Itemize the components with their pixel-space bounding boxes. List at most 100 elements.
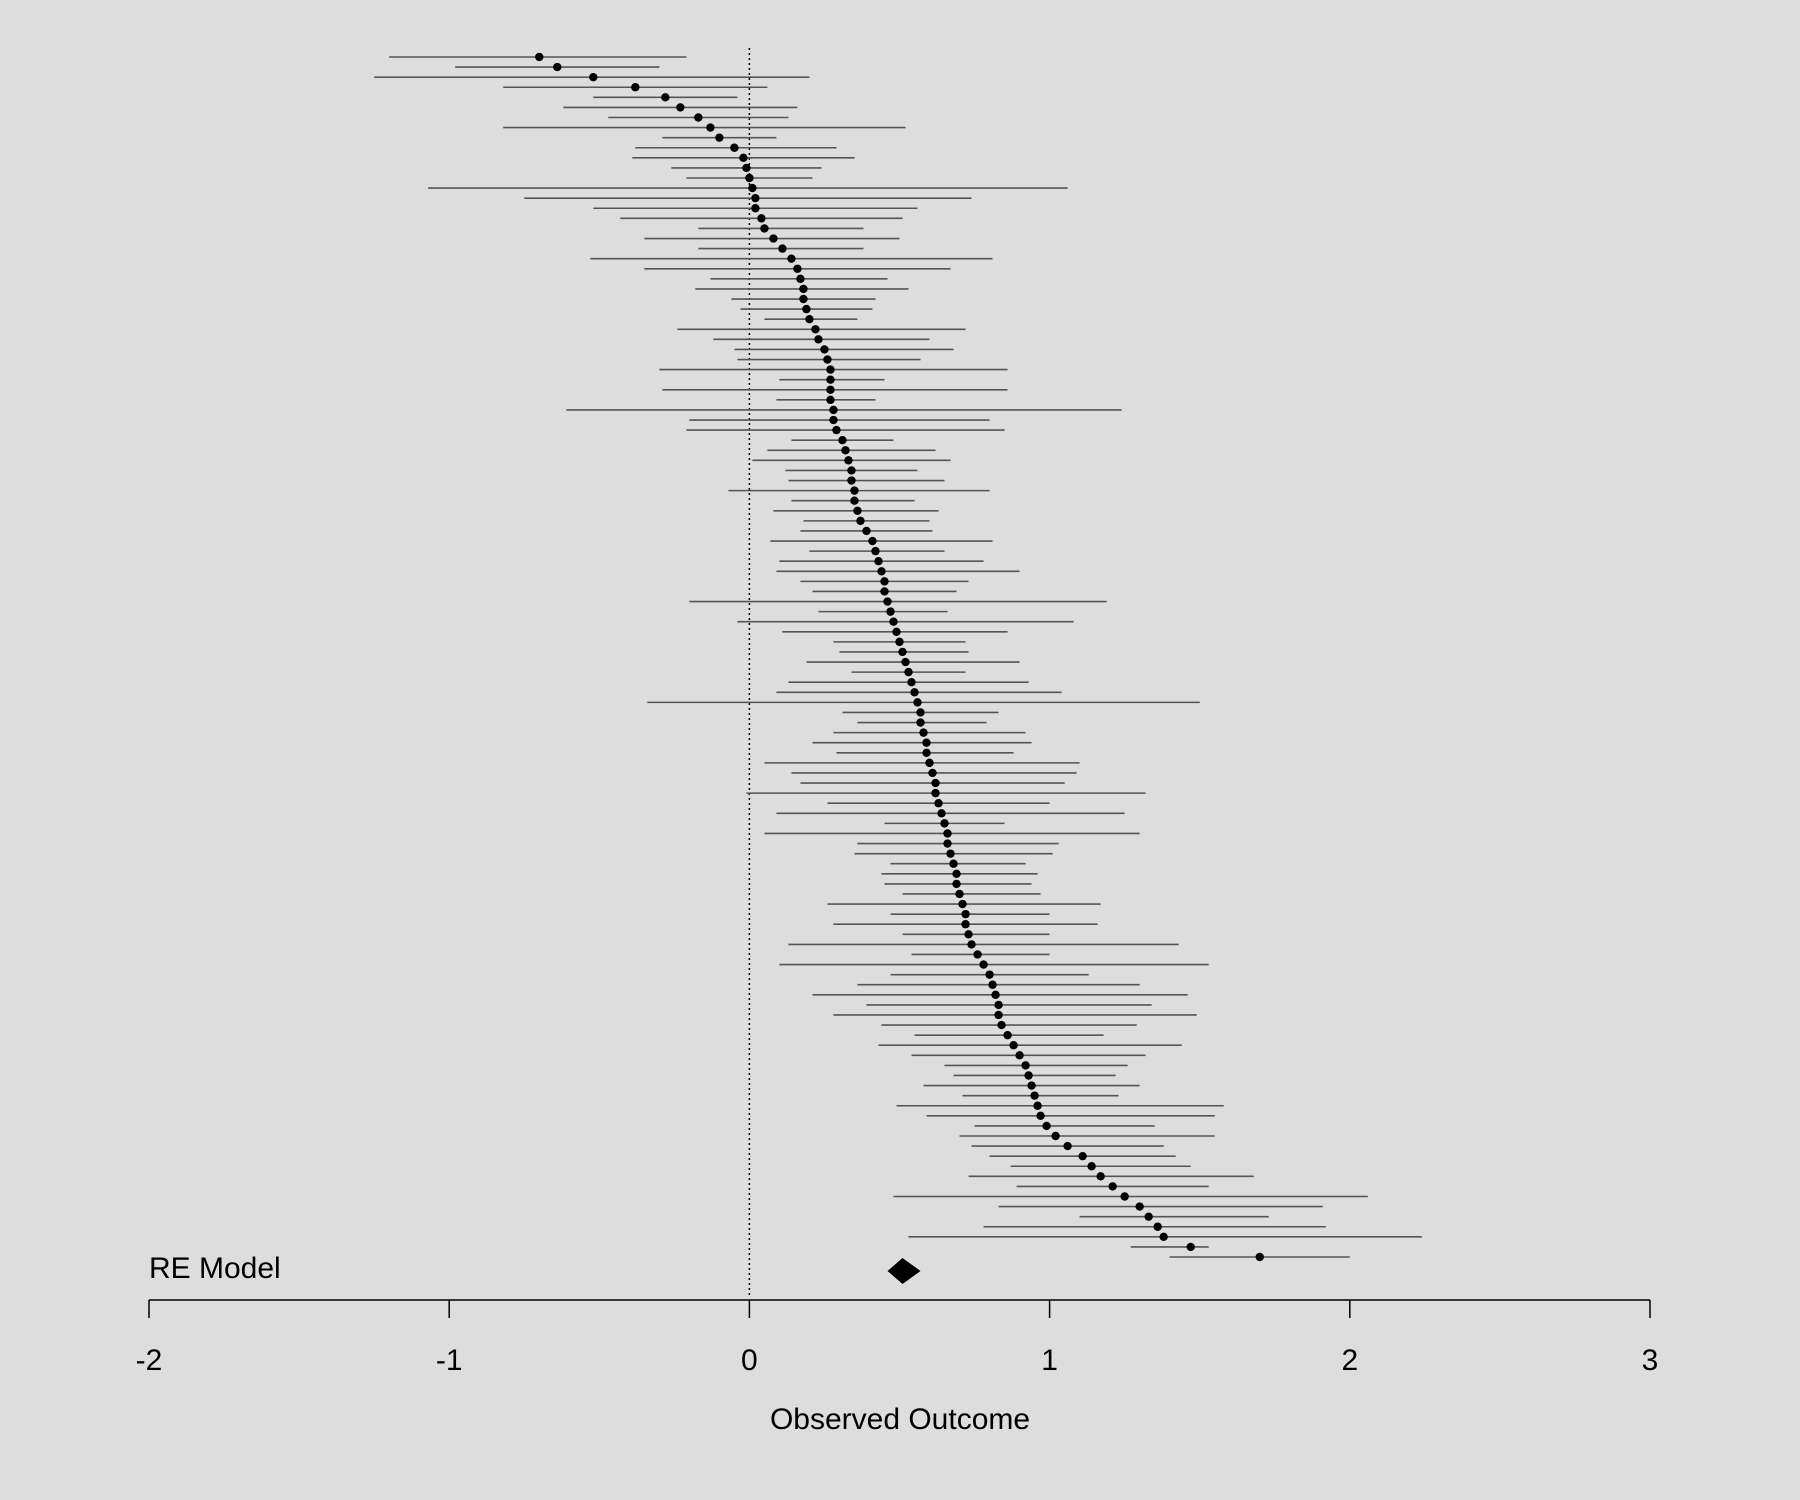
point-estimate (946, 849, 955, 858)
point-estimate (910, 688, 919, 697)
point-estimate (811, 325, 820, 334)
point-estimate (1009, 1041, 1018, 1050)
point-estimate (928, 768, 937, 778)
point-estimate (961, 920, 970, 929)
point-estimate (676, 103, 685, 112)
point-estimate (829, 415, 838, 425)
point-estimate (880, 587, 889, 596)
summary-diamond (887, 1258, 921, 1284)
point-estimate (961, 909, 970, 919)
point-estimate (850, 496, 859, 505)
point-estimate (1024, 1071, 1033, 1080)
point-estimate (1087, 1162, 1096, 1171)
point-estimate (916, 718, 925, 727)
point-estimate (844, 456, 853, 465)
point-estimate (943, 839, 952, 848)
point-estimate (1033, 1101, 1042, 1110)
point-estimate (715, 133, 724, 142)
point-estimate (799, 284, 808, 294)
point-estimate (589, 72, 598, 82)
point-estimate (1255, 1252, 1264, 1262)
point-estimate (922, 738, 931, 747)
point-estimate (898, 647, 907, 657)
point-estimate (745, 173, 754, 183)
point-estimate (847, 466, 856, 475)
point-estimate (661, 93, 670, 102)
point-estimate (760, 224, 769, 233)
point-estimate (694, 113, 703, 122)
point-estimate (868, 536, 877, 546)
point-estimate (850, 486, 859, 495)
point-estimate (1051, 1131, 1060, 1141)
point-estimate (985, 970, 994, 979)
point-estimate (940, 819, 949, 828)
point-estimate (994, 1000, 1003, 1010)
point-estimate (883, 597, 892, 606)
point-estimate (958, 899, 967, 909)
x-tick-label: -1 (436, 1344, 463, 1377)
point-estimate (841, 446, 850, 455)
point-estimate (847, 476, 856, 485)
point-estimate (823, 355, 832, 364)
point-estimate (1021, 1061, 1030, 1070)
point-estimate (952, 879, 961, 889)
point-estimate (838, 435, 847, 445)
point-estimate (1135, 1202, 1144, 1211)
point-estimate (1078, 1151, 1087, 1161)
point-estimate (535, 52, 544, 62)
point-estimate (988, 980, 997, 989)
point-estimate (802, 304, 811, 314)
point-estimate (889, 617, 898, 626)
point-estimate (1030, 1091, 1039, 1100)
point-estimate (1153, 1222, 1162, 1231)
point-estimate (937, 809, 946, 818)
point-estimate (952, 869, 961, 879)
x-tick-label: 1 (1041, 1344, 1058, 1377)
point-estimate (787, 254, 796, 263)
point-estimate (1096, 1172, 1105, 1181)
point-estimate (820, 345, 829, 354)
x-tick-label: 3 (1642, 1344, 1659, 1377)
point-estimate (1108, 1182, 1117, 1191)
point-estimate (1063, 1141, 1072, 1151)
point-estimate (751, 193, 760, 203)
x-tick-label: 2 (1341, 1344, 1358, 1377)
point-estimate (1144, 1212, 1153, 1221)
point-estimate (967, 940, 976, 949)
point-estimate (943, 829, 952, 838)
point-estimate (1003, 1030, 1012, 1040)
point-estimate (742, 163, 751, 173)
point-estimate (922, 748, 931, 757)
x-tick-label: 0 (741, 1344, 758, 1377)
point-estimate (892, 627, 901, 636)
point-estimate (955, 889, 964, 899)
point-estimate (826, 365, 835, 374)
point-estimate (862, 526, 871, 536)
point-estimate (826, 395, 835, 405)
point-estimate (874, 557, 883, 566)
point-estimate (895, 637, 904, 647)
point-estimate (877, 567, 886, 576)
point-estimate (769, 234, 778, 243)
point-estimate (979, 960, 988, 969)
point-estimate (1120, 1192, 1129, 1201)
point-estimate (1027, 1081, 1036, 1090)
point-estimate (934, 799, 943, 808)
point-estimate (931, 788, 940, 798)
point-estimate (904, 667, 913, 677)
point-estimate (814, 335, 823, 344)
x-axis-title: Observed Outcome (770, 1403, 1030, 1436)
point-estimate (919, 728, 928, 737)
point-estimate (880, 577, 889, 586)
point-estimate (799, 294, 808, 304)
point-estimate (778, 244, 787, 253)
point-estimate (748, 183, 757, 193)
point-estimate (793, 264, 802, 273)
point-estimate (757, 214, 766, 223)
point-estimate (907, 678, 916, 687)
point-estimate (1159, 1232, 1168, 1242)
x-tick-label: -2 (136, 1344, 163, 1377)
point-estimate (931, 778, 940, 788)
